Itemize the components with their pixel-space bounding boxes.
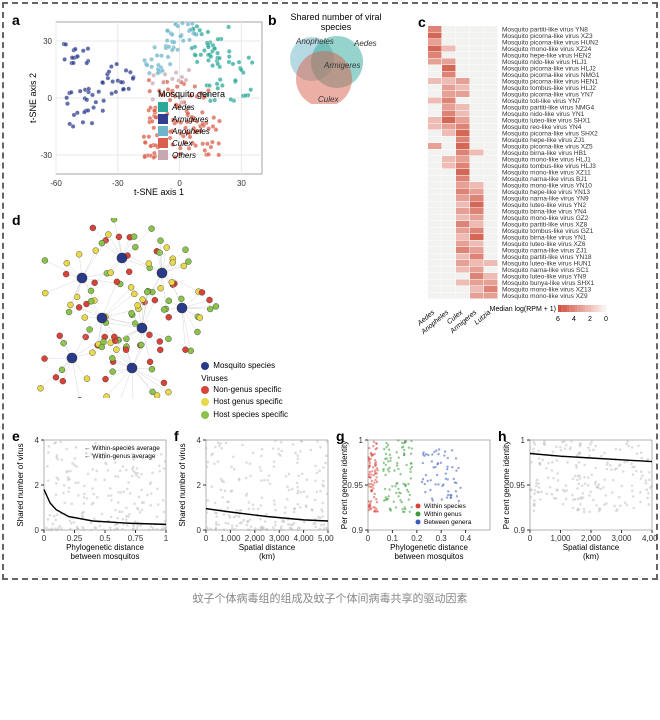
genera-legend-item: Others [158,150,225,160]
panel-a-label: a [12,12,20,28]
svg-text:(km): (km) [583,552,599,561]
panel-c-label: c [418,14,426,30]
genera-legend-item: Aedes [158,102,225,112]
svg-text:2: 2 [197,481,202,490]
svg-text:0.75: 0.75 [128,534,144,543]
svg-text:Spatial distance: Spatial distance [239,543,296,552]
svg-text:Phylogenetic distance: Phylogenetic distance [390,543,468,552]
svg-text:2: 2 [35,481,40,490]
panel-h: h 0 1,000 2,000 3,000 4,000 0.9 0.95 1 Spatial d… [498,430,660,570]
svg-text:0.9: 0.9 [514,526,526,535]
svg-text:1,000: 1,000 [550,534,571,543]
svg-text:-30: -30 [40,151,52,160]
panel-a-svg: -60-30030-30030t-SNE axis 1t-SNE axis 2 [28,16,268,196]
svg-text:2: 2 [588,316,592,323]
svg-text:1: 1 [164,534,169,543]
panel-e-svg: 0 0.25 0.5 0.75 1 0 2 4 Phylogenetic distancebet… [14,432,172,562]
panel-g: g 0 0.1 0.2 0.3 0.4 0.9 0.95 1 Phylogenetic dist… [336,430,498,570]
svg-text:5,000: 5,000 [318,534,334,543]
svg-text:6: 6 [556,316,560,323]
svg-text:Median log(RPM + 1): Median log(RPM + 1) [490,306,556,313]
svg-text:0: 0 [528,534,533,543]
svg-text:between mosquitos: between mosquitos [71,552,140,561]
svg-text:3,000: 3,000 [611,534,632,543]
svg-text:1: 1 [359,436,364,445]
col-right: b Shared number of viral species Anophel… [268,12,648,422]
svg-text:0.1: 0.1 [387,534,399,543]
svg-text:Per cent genome identity: Per cent genome identity [340,441,349,530]
svg-text:0.5: 0.5 [99,534,111,543]
svg-text:0: 0 [48,94,53,103]
svg-text:← Within-genus average: ← Within-genus average [84,453,156,460]
svg-text:Per cent genome identity: Per cent genome identity [502,441,511,530]
genera-legend-title: Mosquito genera [158,89,225,99]
svg-text:-60: -60 [50,179,62,188]
legend-mosq-species-label: Mosquito species [213,361,275,371]
svg-text:30: 30 [237,179,246,188]
svg-text:30: 30 [43,37,52,46]
panel-a: a -60-30030-30030t-SNE axis 1t-SNE axis … [12,12,268,212]
row-2: e 00.250.50.751024Phylogenetic distanceb… [12,430,648,570]
svg-text:← Within-species average: ← Within-species average [84,445,160,452]
svg-text:0: 0 [366,534,371,543]
svg-text:(km): (km) [259,552,275,561]
panel-f-svg: 0 1,000 2,0003,000 4,0005,000 0 2 4 Spatial dis… [176,432,334,562]
svg-text:0: 0 [604,316,608,323]
svg-text:0.3: 0.3 [436,534,448,543]
genera-legend-item: Culex [158,138,225,148]
svg-text:4,000: 4,000 [294,534,315,543]
svg-text:4: 4 [35,436,40,445]
svg-text:t-SNE axis 2: t-SNE axis 2 [28,73,38,123]
svg-text:0.95: 0.95 [347,481,363,490]
svg-text:Within species: Within species [424,503,467,510]
svg-text:Spatial distance: Spatial distance [563,543,620,552]
figure-container: a -60 -30 0 30 -30 0 30 t-SNE axis 1 t-SNE axis … [2,2,658,580]
panel-e: e 0 0.25 0.5 0.75 1 0 2 4 Phylogenetic distanceb… [12,430,174,570]
col-left: a -60-30030-30030t-SNE axis 1t-SNE axis … [12,12,268,422]
svg-text:1,000: 1,000 [220,534,241,543]
figure-caption: 蚊子个体病毒组的组成及蚊子个体间病毒共享的驱动因素 [0,590,660,606]
svg-text:Phylogenetic distance: Phylogenetic distance [66,543,144,552]
svg-text:0: 0 [35,526,40,535]
svg-text:Within genus: Within genus [424,511,462,518]
svg-text:Mosquito mono-like virus XZ9: Mosquito mono-like virus XZ9 [502,293,588,300]
svg-text:3,000: 3,000 [269,534,290,543]
panel-h-label: h [498,428,507,444]
panel-c-svg: Mosquito partiti-like virus YN8Mosquito … [268,22,648,352]
svg-text:2,000: 2,000 [245,534,266,543]
panel-f-label: f [174,428,179,444]
svg-text:0.95: 0.95 [509,481,525,490]
svg-text:Shared number of virus: Shared number of virus [178,443,187,526]
svg-text:Between genera: Between genera [424,519,472,526]
genera-legend: Mosquito genera Aedes Armigeres Anopheles C… [158,89,225,162]
panel-g-label: g [336,428,345,444]
svg-text:Shared number of virus: Shared number of virus [16,443,25,526]
panel-f: f 0 1,000 2,0003,000 4,0005,000 0 2 4 Spatial d… [174,430,336,570]
svg-text:0: 0 [42,534,47,543]
panel-g-svg: 0 0.1 0.2 0.3 0.4 0.9 0.95 1 Phylogenetic distan… [338,432,496,562]
panel-d: d Mosquito species Viruses Non-genus spe… [12,212,268,422]
svg-text:4: 4 [572,316,576,323]
panel-d-label: d [12,212,21,228]
svg-text:0.9: 0.9 [352,526,364,535]
svg-text:1: 1 [521,436,526,445]
genera-legend-item: Armigeres [158,114,225,124]
svg-text:0.2: 0.2 [411,534,423,543]
genera-legend-item: Anopheles [158,126,225,136]
svg-text:2,000: 2,000 [581,534,602,543]
svg-text:0.25: 0.25 [67,534,83,543]
svg-text:between mosquitos: between mosquitos [395,552,464,561]
panel-c: c Mosquito partiti-like virus YN8Mosquit… [268,102,648,422]
svg-text:t-SNE axis 1: t-SNE axis 1 [134,187,184,196]
svg-text:4: 4 [197,436,202,445]
svg-text:0.4: 0.4 [460,534,472,543]
svg-text:-30: -30 [112,179,124,188]
panel-e-label: e [12,428,20,444]
svg-text:0: 0 [197,526,202,535]
svg-text:0: 0 [204,534,209,543]
svg-text:4,000: 4,000 [642,534,658,543]
panel-h-svg: 0 1,000 2,000 3,000 4,000 0.9 0.95 1 Spatial dis… [500,432,658,562]
row-1: a -60 -30 0 30 -30 0 30 t-SNE axis 1 t-SNE axis … [12,12,648,422]
